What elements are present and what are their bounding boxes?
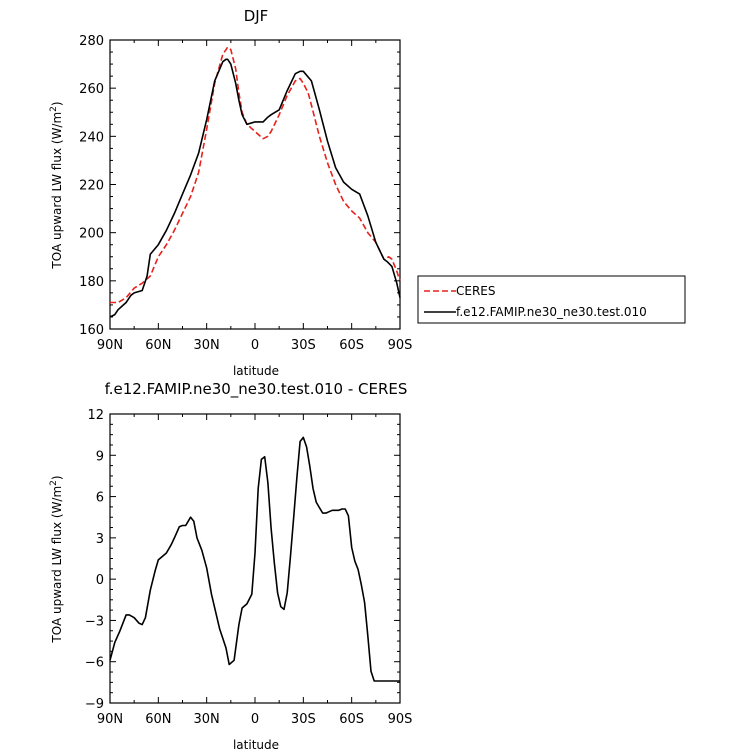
legend-box — [417, 275, 686, 324]
top-ticks-layer: 90N 60N 30N 0 30S 60S 90S 160 180 200 220 240 260 280 — [79, 34, 412, 353]
bottom-x-axis-label: latitude — [233, 738, 279, 752]
top-y-axis-label: TOA upward LW flux (W/m2) — [49, 101, 64, 269]
bottom-x-tick-label: 60S — [339, 712, 364, 727]
top-x-tick-label: 90S — [388, 338, 413, 353]
bottom-x-tick-label: 30N — [194, 712, 220, 727]
top-x-tick-label: 30S — [291, 338, 316, 353]
legend-label-model: f.e12.FAMIP.ne30_ne30.test.010 — [456, 305, 647, 319]
top-plot-frame — [109, 39, 401, 330]
top-x-tick-label: 60S — [339, 338, 364, 353]
bottom-panel-title: f.e12.FAMIP.ne30_ne30.test.010 - CERES — [105, 380, 408, 399]
top-x-axis-label: latitude — [233, 364, 279, 378]
top-panel-title: DJF — [244, 7, 269, 25]
top-y-tick-label: 280 — [79, 34, 104, 49]
bottom-series-line-0 — [109, 436, 400, 682]
bottom-ticks-layer: 90N 60N 30N 0 30S 60S 90S −9 −6 −3 0 3 6 9 12 — [85, 408, 413, 727]
bottom-x-tick-label: 0 — [251, 712, 259, 727]
bottom-y-tick-label: 12 — [87, 408, 104, 423]
bottom-x-tick-label: 90N — [97, 712, 123, 727]
bottom-x-tick-label: 90S — [388, 712, 413, 727]
top-x-tick-label: 0 — [251, 338, 259, 353]
top-y-tick-label: 160 — [79, 323, 104, 338]
bottom-y-tick-label: 6 — [96, 491, 104, 506]
bottom-y-tick-label: 9 — [96, 449, 104, 464]
bottom-y-tick-label: −3 — [85, 614, 104, 629]
bottom-y-tick-label: −9 — [85, 697, 104, 712]
top-y-tick-label: 200 — [79, 227, 104, 242]
bottom-y-tick-label: 3 — [96, 532, 104, 547]
top-x-tick-label: 60N — [145, 338, 171, 353]
top-series-line-0 — [110, 46, 401, 304]
top-y-tick-label: 240 — [79, 130, 104, 145]
bottom-panel: f.e12.FAMIP.ne30_ne30.test.010 - CERES 9… — [49, 380, 412, 752]
top-y-tick-label: 180 — [79, 275, 104, 290]
top-panel: DJF 90N 60N 30N 0 30S 60S 90S 160 180 200 220 240 26… — [49, 7, 412, 378]
top-x-tick-label: 90N — [97, 338, 123, 353]
top-y-tick-label: 220 — [79, 179, 104, 194]
bottom-series-layer — [109, 436, 400, 682]
legend: CERES f.e12.FAMIP.ne30_ne30.test.010 — [417, 275, 686, 324]
bottom-y-tick-label: 0 — [96, 573, 104, 588]
bottom-x-tick-label: 30S — [291, 712, 316, 727]
top-y-tick-label: 260 — [79, 82, 104, 97]
top-series-layer — [109, 46, 401, 318]
top-series-line-1 — [109, 58, 401, 318]
bottom-y-tick-label: −6 — [85, 656, 104, 671]
top-x-tick-label: 30N — [194, 338, 220, 353]
bottom-x-tick-label: 60N — [145, 712, 171, 727]
bottom-y-axis-label: TOA upward LW flux (W/m2) — [49, 475, 64, 643]
legend-label-ceres: CERES — [456, 284, 496, 298]
